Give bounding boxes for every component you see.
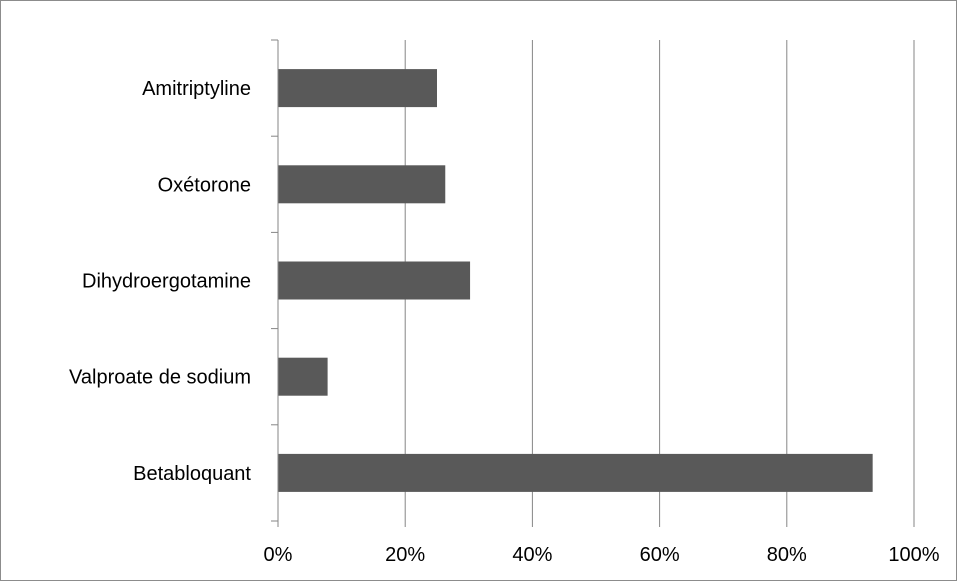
bar-amitriptyline <box>278 69 437 108</box>
category-label: Oxétorone <box>158 174 251 196</box>
x-tick-label: 20% <box>385 544 425 566</box>
category-label: Dihydroergotamine <box>82 271 251 293</box>
bars <box>278 69 873 492</box>
gridlines <box>404 40 915 521</box>
x-tick-label: 0% <box>264 544 293 566</box>
bar-dihydroergotamine <box>278 261 471 300</box>
category-label: Betabloquant <box>133 463 251 485</box>
labels: 0% 20% 40% 60% 80% 100% Betabloquant Valproate … <box>69 78 940 566</box>
x-tick-label: 60% <box>640 544 680 566</box>
x-tick-label: 40% <box>512 544 552 566</box>
axes <box>271 39 915 527</box>
bar-betabloquant <box>278 453 873 492</box>
bar-valproate-de-sodium <box>278 357 328 396</box>
category-label: Valproate de sodium <box>69 367 251 389</box>
bar-ox-torone <box>278 165 446 204</box>
category-label: Amitriptyline <box>142 78 251 100</box>
x-tick-label: 80% <box>767 544 807 566</box>
x-tick-label: 100% <box>888 544 939 566</box>
